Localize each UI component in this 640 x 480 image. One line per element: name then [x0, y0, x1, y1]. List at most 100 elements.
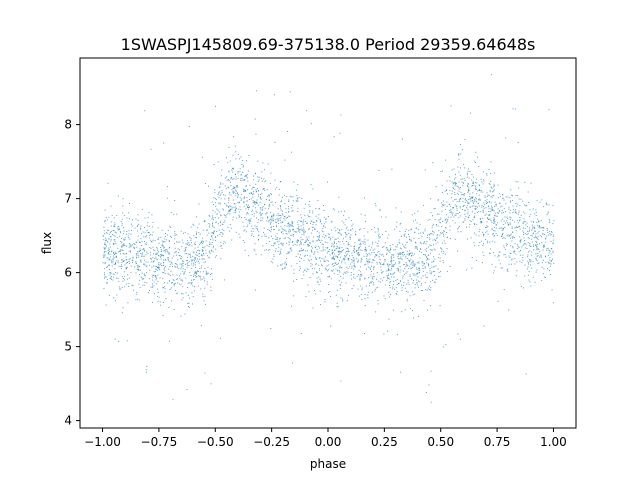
data-point [494, 205, 496, 207]
data-point [424, 230, 426, 232]
data-point [460, 187, 461, 188]
data-point [176, 292, 178, 294]
data-point [411, 254, 412, 256]
data-point [156, 283, 158, 285]
data-point [380, 281, 381, 283]
data-point [497, 215, 499, 217]
data-point [476, 223, 478, 225]
data-point [281, 231, 283, 232]
data-point [484, 195, 486, 197]
data-point [103, 226, 105, 228]
data-point [390, 260, 392, 262]
data-point [109, 274, 111, 276]
data-point [243, 225, 245, 227]
data-point [493, 186, 495, 188]
data-point [409, 275, 411, 277]
data-point [364, 250, 366, 252]
data-point [257, 180, 259, 182]
data-point [121, 276, 123, 278]
data-point [187, 240, 189, 242]
data-point [309, 211, 311, 213]
data-point [507, 268, 509, 270]
data-point [168, 240, 170, 241]
data-point [329, 236, 331, 238]
data-point [224, 177, 226, 179]
data-point [131, 244, 133, 246]
data-point [237, 177, 239, 179]
data-point [377, 300, 379, 302]
data-point [353, 261, 355, 263]
data-point [543, 245, 544, 247]
data-point [328, 284, 330, 285]
data-point [422, 231, 424, 233]
data-point [321, 239, 323, 241]
data-point [281, 213, 283, 215]
data-point [128, 283, 130, 284]
data-point [302, 271, 304, 273]
data-point [441, 249, 443, 251]
data-point [303, 227, 305, 229]
data-point [105, 251, 107, 253]
data-point [446, 214, 448, 216]
data-point [437, 225, 439, 227]
data-point [416, 227, 418, 229]
data-point [339, 241, 341, 243]
data-point [285, 233, 287, 234]
data-point [330, 229, 332, 231]
data-point [549, 265, 551, 267]
data-point [117, 226, 119, 228]
data-point [374, 231, 376, 233]
data-point [230, 194, 232, 196]
data-point [239, 236, 241, 238]
data-point [114, 338, 116, 340]
data-point [497, 197, 499, 199]
data-point [226, 176, 228, 178]
data-point [254, 250, 256, 252]
data-point [273, 254, 275, 256]
data-point [354, 266, 356, 268]
data-point [302, 224, 304, 226]
data-point [522, 259, 524, 261]
data-point [288, 225, 290, 227]
data-point [318, 208, 320, 210]
data-point [472, 219, 474, 221]
data-point [431, 225, 433, 227]
data-point [253, 179, 255, 181]
data-point [552, 236, 554, 238]
data-point [215, 236, 216, 238]
data-point [504, 237, 506, 239]
data-point [232, 219, 234, 221]
data-point [172, 282, 174, 284]
data-point [257, 222, 259, 223]
data-point [198, 203, 200, 205]
data-point [249, 199, 250, 200]
data-point [349, 255, 351, 257]
data-point [403, 245, 405, 247]
data-point [270, 172, 272, 174]
data-point [402, 243, 404, 245]
data-point [442, 242, 443, 244]
data-point [199, 253, 200, 255]
data-point [322, 248, 324, 250]
data-point [151, 287, 153, 289]
data-point [144, 110, 146, 112]
data-point [263, 203, 265, 205]
data-point [409, 261, 411, 263]
data-point [416, 269, 418, 271]
data-point [449, 210, 451, 212]
data-point [470, 197, 472, 199]
data-point [121, 222, 123, 224]
data-point [210, 286, 212, 288]
data-point [397, 267, 399, 269]
data-point [322, 231, 324, 233]
data-point [208, 257, 210, 259]
data-point [218, 211, 220, 213]
data-point [147, 217, 149, 219]
data-point [131, 259, 133, 261]
data-point [387, 275, 389, 276]
data-point [301, 234, 303, 236]
data-point [220, 193, 222, 195]
data-point [329, 248, 331, 250]
data-point [523, 221, 525, 223]
data-point [114, 231, 116, 233]
